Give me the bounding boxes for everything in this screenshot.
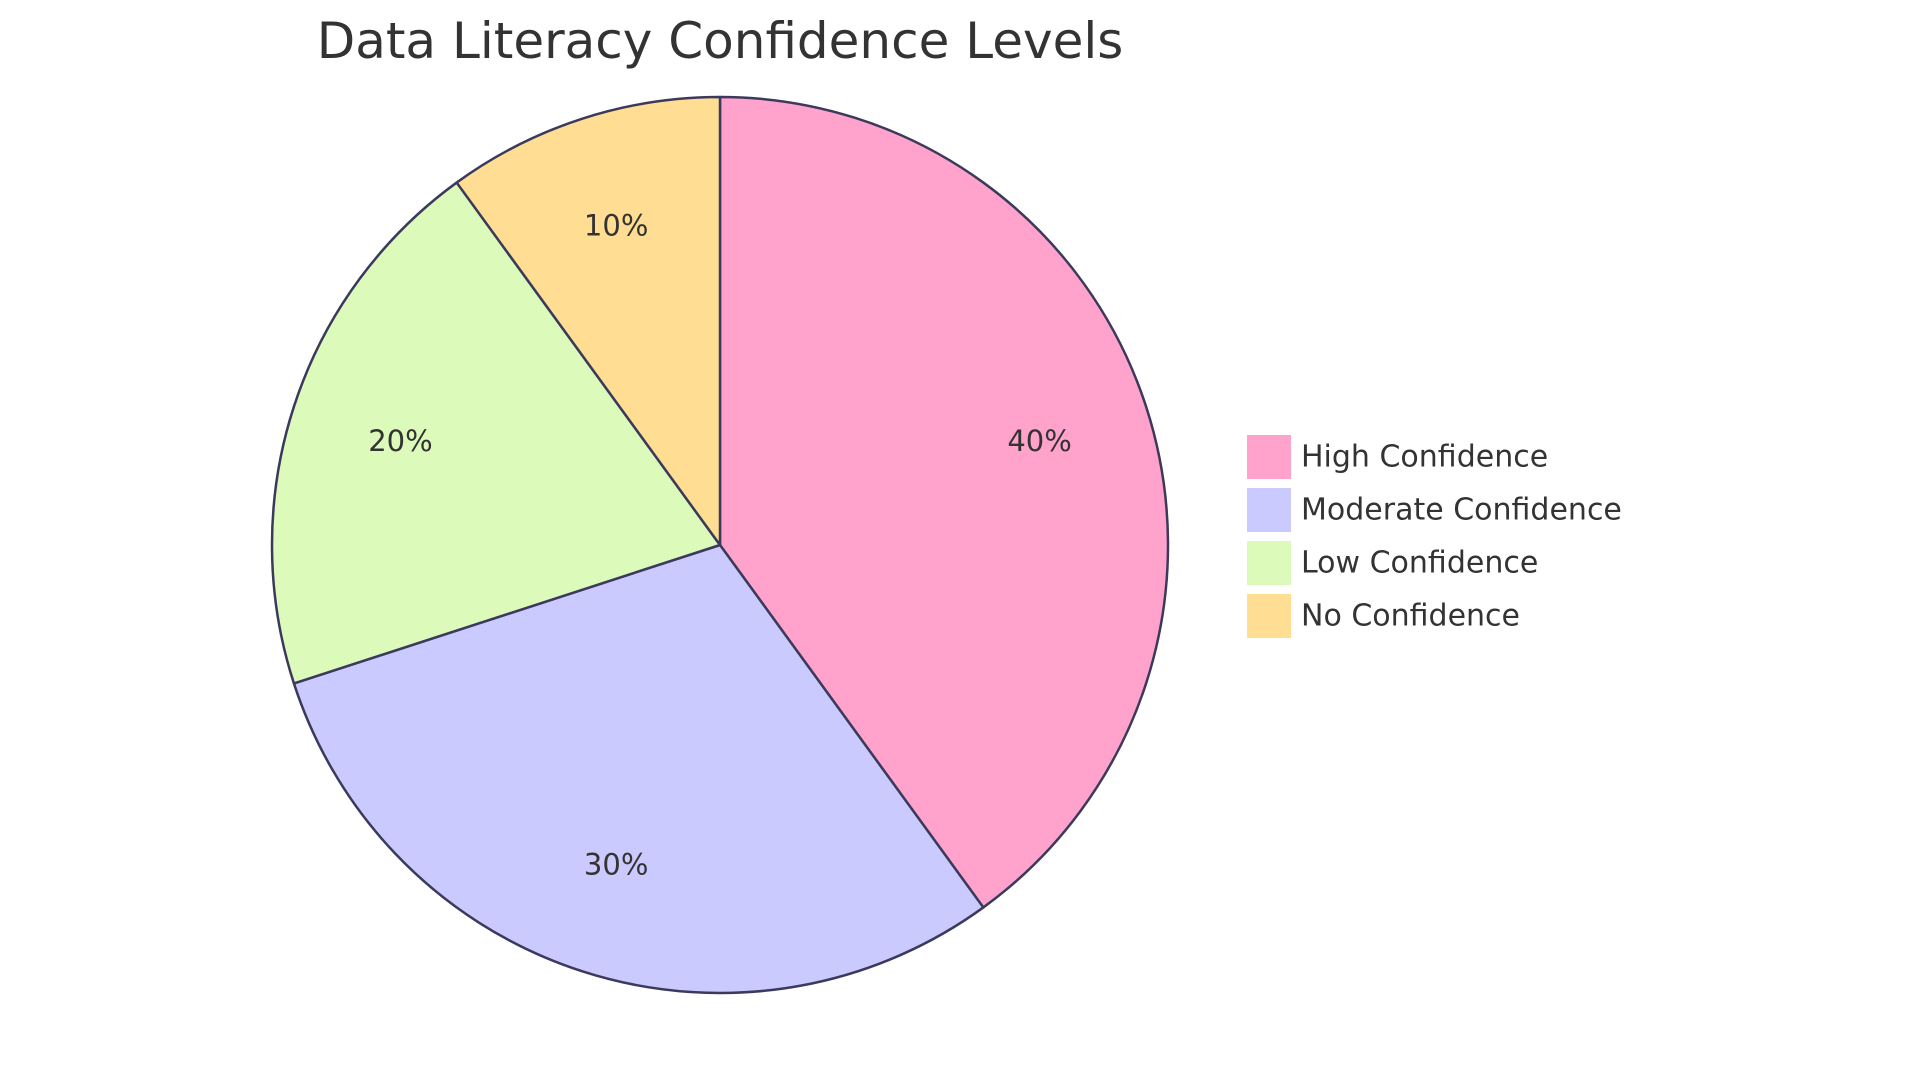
legend-label-high-confidence: High Confidence (1301, 440, 1548, 475)
legend-label-no-confidence: No Confidence (1301, 599, 1520, 634)
legend-label-moderate-confidence: Moderate Confidence (1301, 493, 1622, 528)
legend-swatch-no-confidence (1247, 594, 1291, 638)
legend-swatch-high-confidence (1247, 435, 1291, 479)
slice-label-moderate-confidence: 30% (584, 848, 648, 882)
pie-slice-moderate-confidence (292, 543, 985, 995)
slice-label-no-confidence: 10% (584, 208, 648, 242)
pie-slice-no-confidence (455, 95, 722, 547)
chart-title: Data Literacy Confidence Levels (317, 12, 1124, 70)
legend: High Confidence Moderate Confidence Low Co… (1247, 435, 1622, 638)
legend-swatch-moderate-confidence (1247, 488, 1291, 532)
pie-slice-labels: 40% 30% 20% 10% (368, 208, 1072, 881)
slice-label-high-confidence: 40% (1007, 424, 1071, 458)
pie-slice-high-confidence (718, 95, 1170, 909)
legend-swatch-low-confidence (1247, 541, 1291, 585)
pie-slices (270, 95, 1170, 995)
slice-label-low-confidence: 20% (368, 424, 432, 458)
legend-label-low-confidence: Low Confidence (1301, 546, 1538, 581)
pie-slice-low-confidence (270, 181, 722, 685)
